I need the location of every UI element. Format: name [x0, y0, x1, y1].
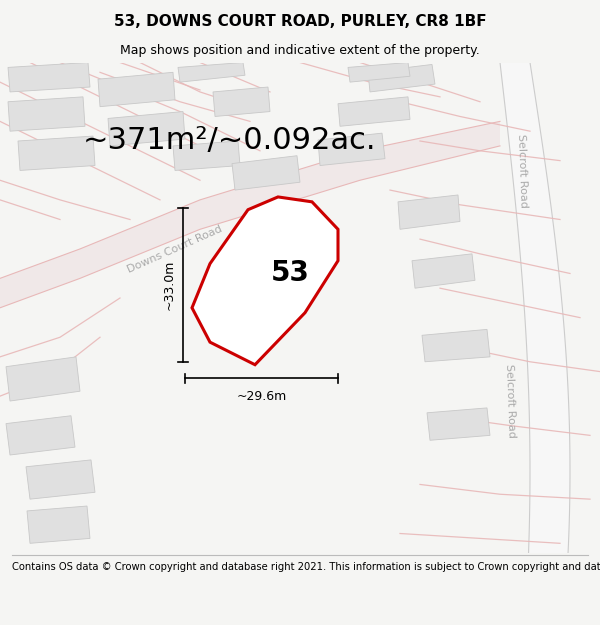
Polygon shape — [108, 111, 185, 146]
Text: Selcroft Road: Selcroft Road — [516, 133, 528, 208]
Polygon shape — [500, 62, 570, 553]
Polygon shape — [178, 62, 245, 82]
Polygon shape — [173, 141, 240, 171]
Text: 53, DOWNS COURT ROAD, PURLEY, CR8 1BF: 53, DOWNS COURT ROAD, PURLEY, CR8 1BF — [113, 14, 487, 29]
Text: 53: 53 — [271, 259, 310, 288]
Polygon shape — [18, 136, 95, 171]
Text: ~371m²/~0.092ac.: ~371m²/~0.092ac. — [83, 126, 377, 156]
Polygon shape — [318, 133, 385, 166]
Polygon shape — [232, 156, 300, 190]
Polygon shape — [338, 97, 410, 126]
Polygon shape — [398, 195, 460, 229]
Text: Contains OS data © Crown copyright and database right 2021. This information is : Contains OS data © Crown copyright and d… — [12, 562, 600, 572]
Polygon shape — [412, 254, 475, 288]
Polygon shape — [422, 329, 490, 362]
Polygon shape — [427, 408, 490, 440]
Polygon shape — [6, 416, 75, 455]
Polygon shape — [6, 357, 80, 401]
Text: ~33.0m: ~33.0m — [163, 259, 176, 310]
Polygon shape — [192, 197, 338, 365]
Polygon shape — [348, 62, 410, 82]
Polygon shape — [213, 87, 270, 116]
Polygon shape — [26, 460, 95, 499]
Polygon shape — [98, 72, 175, 107]
Polygon shape — [0, 121, 500, 308]
Text: Map shows position and indicative extent of the property.: Map shows position and indicative extent… — [120, 44, 480, 57]
Text: Selcroft Road: Selcroft Road — [504, 364, 516, 438]
Polygon shape — [8, 97, 85, 131]
Polygon shape — [27, 506, 90, 543]
Polygon shape — [8, 62, 90, 92]
Text: ~29.6m: ~29.6m — [236, 389, 287, 402]
Text: Downs Court Road: Downs Court Road — [126, 224, 224, 274]
Polygon shape — [368, 64, 435, 92]
